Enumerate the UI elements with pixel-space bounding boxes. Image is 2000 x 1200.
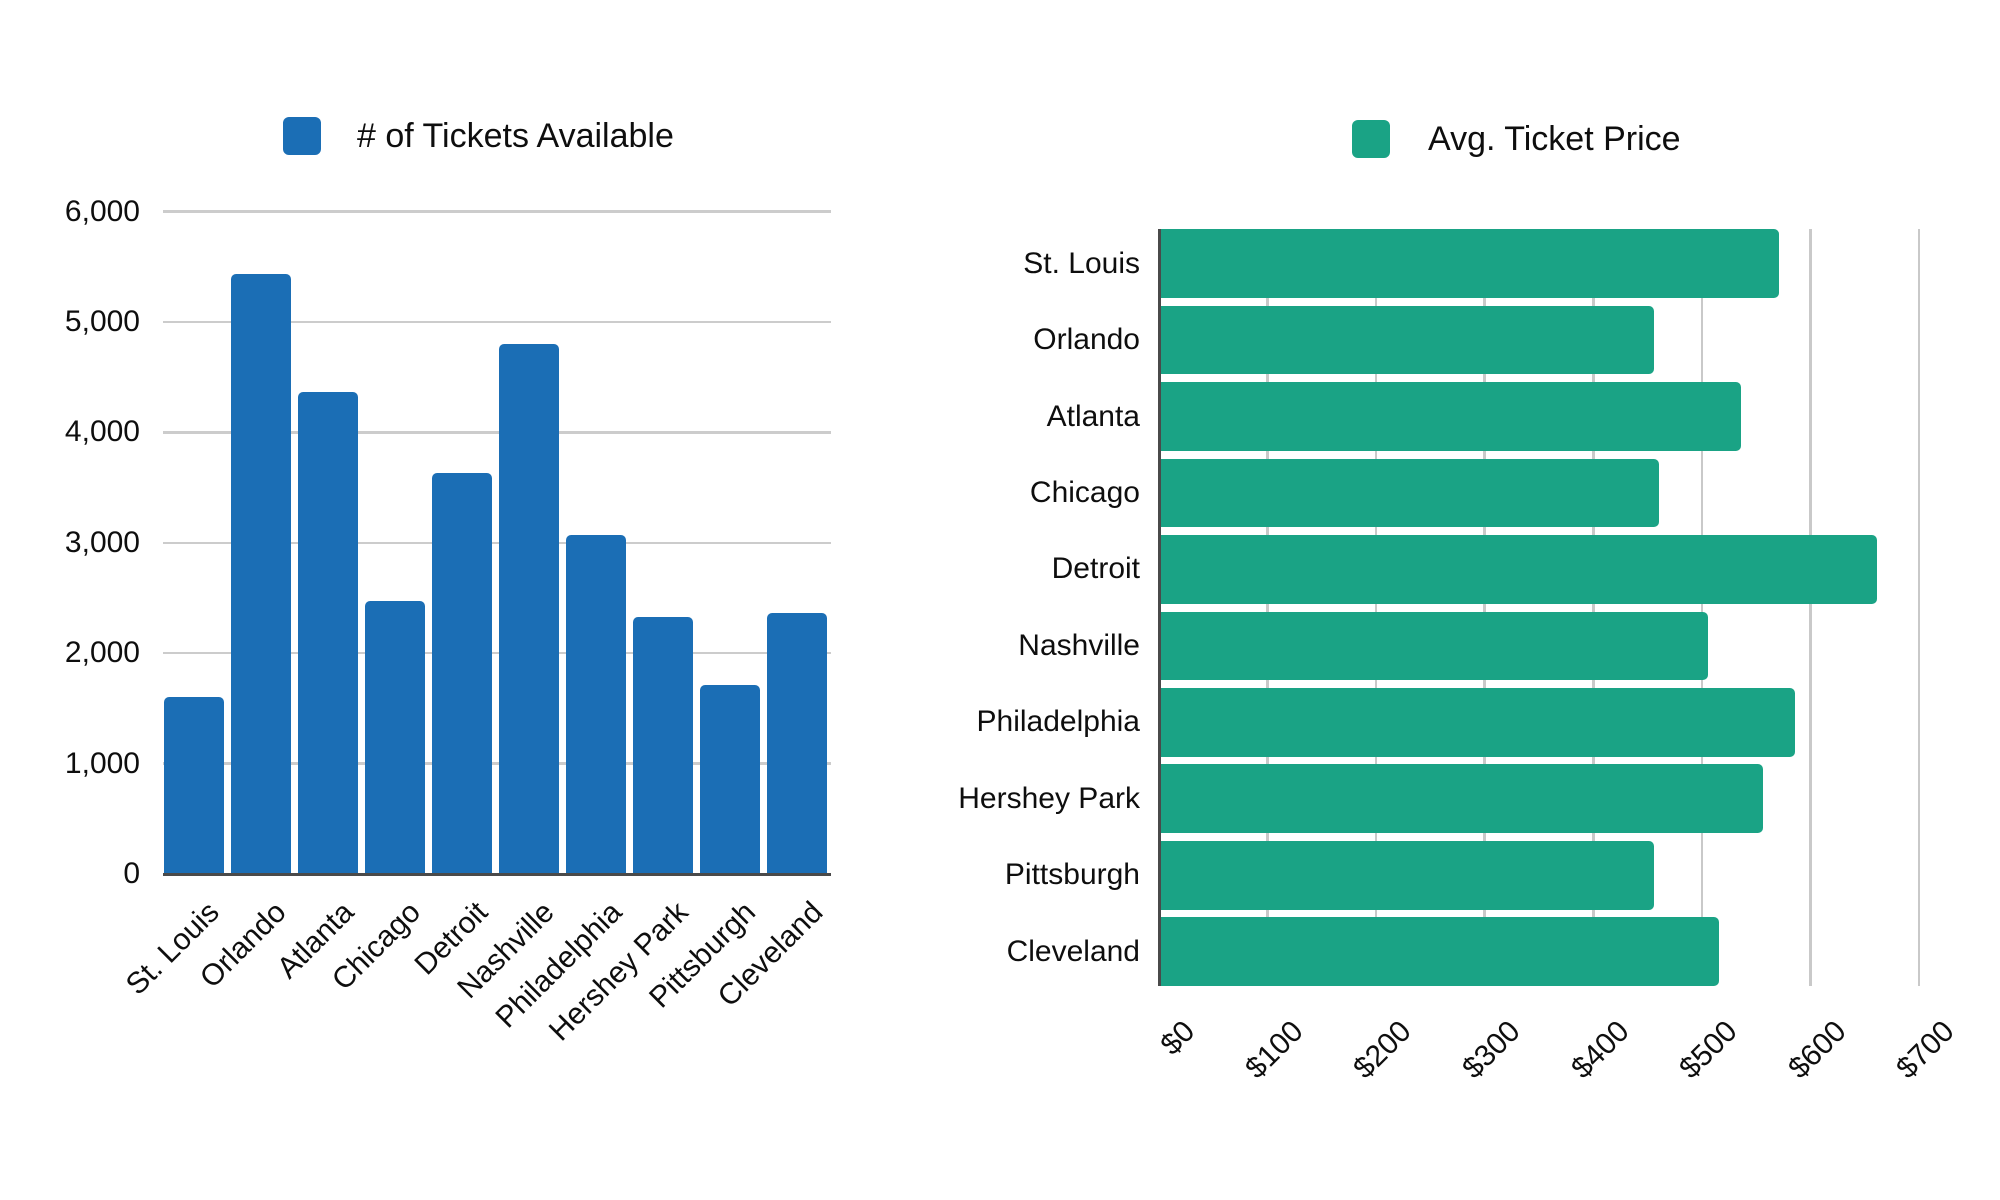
x-category-label-pittsburgh-text: Pittsburgh: [643, 895, 762, 1015]
legend-tickets-available: # of Tickets Available: [283, 117, 674, 155]
bar-philadelphia[interactable]: [566, 535, 626, 874]
y-category-label-st-louis: St. Louis: [1023, 246, 1140, 280]
x-category-label-nashville-text: Nashville: [451, 895, 561, 1005]
y-tick-label-5000: 5,000: [64, 305, 140, 339]
legend-avg-ticket-price: Avg. Ticket Price: [1352, 120, 1681, 158]
y-tick-label-6000: 6,000: [64, 194, 140, 228]
x-category-label-atlanta-text: Atlanta: [270, 895, 360, 985]
y-category-label-cleveland: Cleveland: [1006, 934, 1140, 968]
bar-st-louis[interactable]: [1160, 229, 1779, 298]
x-tick-label-usd0-text: $0: [1153, 1014, 1201, 1062]
legend-label-avg-ticket-price: Avg. Ticket Price: [1428, 120, 1681, 158]
bar-hershey-park[interactable]: [633, 616, 693, 874]
y-category-label-chicago: Chicago: [1029, 475, 1140, 509]
x-tick-label-usd200-text: $200: [1347, 1014, 1419, 1086]
y-category-label-orlando: Orlando: [1033, 323, 1140, 357]
y-category-label-hershey-park: Hershey Park: [958, 781, 1140, 815]
x-tick-label-usd700-text: $700: [1890, 1014, 1961, 1086]
gridline-usd500: [1700, 229, 1704, 986]
x-category-label-st-louis-text: St. Louis: [120, 895, 226, 1002]
bar-pittsburgh[interactable]: [1160, 840, 1654, 910]
bar-philadelphia[interactable]: [1160, 687, 1796, 757]
x-category-label-orlando-text: Orlando: [194, 895, 293, 995]
y-category-label-pittsburgh: Pittsburgh: [1004, 858, 1140, 892]
y-category-label-nashville: Nashville: [1018, 628, 1140, 662]
y-tick-label-0: 0: [123, 857, 140, 890]
bar-detroit[interactable]: [1160, 535, 1877, 604]
bar-chicago[interactable]: [1160, 458, 1660, 528]
legend-label-tickets-available: # of Tickets Available: [357, 117, 674, 155]
y-category-label-atlanta: Atlanta: [1046, 399, 1140, 433]
bar-pittsburgh[interactable]: [700, 685, 760, 874]
x-tick-label-usd100-text: $100: [1238, 1014, 1310, 1086]
bar-nashville[interactable]: [1160, 611, 1709, 681]
green-square-swatch-icon: [1352, 120, 1390, 158]
y-tick-label-3000: 3,000: [64, 525, 140, 559]
gridline-6000: [163, 210, 831, 213]
x-category-label-cleveland-text: Cleveland: [711, 895, 829, 1014]
gridline-usd600: [1809, 229, 1812, 986]
bar-chicago[interactable]: [365, 601, 425, 874]
x-tick-label-usd300-text: $300: [1456, 1014, 1527, 1086]
bar-orlando[interactable]: [1160, 305, 1654, 375]
bar-atlanta[interactable]: [298, 391, 358, 874]
x-tick-label-usd600-text: $600: [1781, 1014, 1853, 1086]
y-tick-label-1000: 1,000: [64, 746, 140, 780]
blue-square-swatch-icon: [283, 117, 321, 155]
y-tick-label-2000: 2,000: [64, 636, 140, 670]
bar-st-louis[interactable]: [164, 697, 224, 874]
bar-nashville[interactable]: [499, 344, 559, 874]
x-category-label-detroit-text: Detroit: [408, 895, 494, 982]
bar-cleveland[interactable]: [767, 613, 827, 874]
x-tick-label-usd400-text: $400: [1564, 1014, 1636, 1086]
bar-hershey-park[interactable]: [1160, 764, 1763, 834]
x-category-label-hershey-park-text: Hershey Park: [543, 895, 695, 1048]
bar-atlanta[interactable]: [1160, 382, 1741, 451]
bar-orlando[interactable]: [231, 273, 291, 874]
y-category-label-detroit: Detroit: [1051, 552, 1140, 586]
y-tick-label-4000: 4,000: [64, 415, 140, 449]
x-category-label-philadelphia-text: Philadelphia: [488, 895, 628, 1035]
bar-detroit[interactable]: [432, 473, 492, 874]
x-category-label-chicago-text: Chicago: [325, 895, 427, 997]
x-tick-label-usd500-text: $500: [1673, 1014, 1744, 1086]
bar-cleveland[interactable]: [1160, 917, 1720, 986]
y-category-label-philadelphia: Philadelphia: [976, 705, 1140, 739]
gridline-usd700: [1917, 229, 1921, 986]
